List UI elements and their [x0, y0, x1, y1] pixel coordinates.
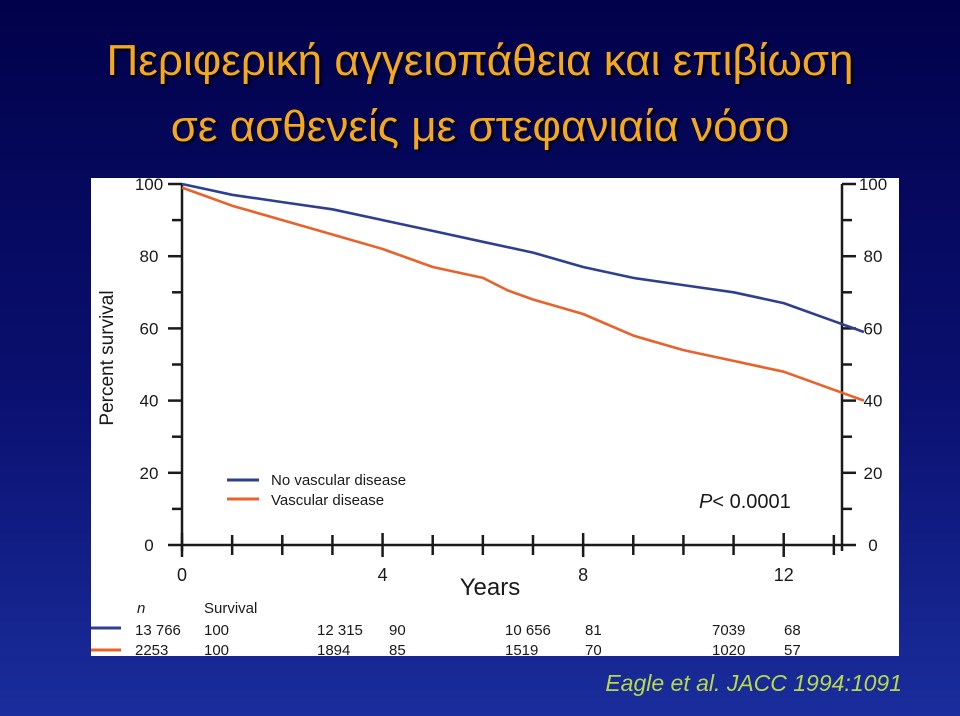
y-tick-label-left: 40	[140, 392, 159, 411]
p-value-annotation: P< 0.0001	[699, 491, 791, 513]
table-cell: 100	[204, 642, 229, 656]
table-row: 13 766 100 12 315 90 10 656 81 7039 68	[135, 622, 801, 639]
x-tick-label: 12	[774, 565, 794, 585]
y-tick-label-right: 40	[864, 392, 883, 411]
x-tick-label: 0	[177, 565, 187, 585]
y-axis-title: Percent survival	[97, 290, 118, 425]
y-tick-label-left: 60	[140, 319, 159, 338]
x-tick-label: 8	[578, 565, 588, 585]
legend-label-vascular: Vascular disease	[271, 492, 384, 509]
table-cell: 100	[204, 622, 229, 639]
series-line-no-vascular	[181, 182, 865, 334]
y-tick-label-right: 20	[864, 464, 883, 483]
table-cell: 12 315	[317, 622, 363, 639]
table-cell: 7039	[712, 622, 745, 639]
y-tick-label-left: 20	[140, 464, 159, 483]
p-value-text: < 0.0001	[712, 491, 790, 513]
survival-chart-panel: 0 0 20 20 40 40 60 60 80 80 100 100 0 4 8 12 Percent su…	[91, 178, 899, 656]
at-risk-table: n Survival 13 766 100 12 315 90 10 656 8…	[91, 600, 801, 656]
table-cell: 13 766	[135, 622, 181, 639]
table-header-survival: Survival	[204, 600, 257, 617]
table-header-n: n	[137, 600, 145, 617]
table-cell: 10 656	[505, 622, 551, 639]
y-tick-label-right: 0	[868, 536, 877, 555]
slide-title-line2: σε ασθενείς με στεφανιαία νόσο	[170, 102, 790, 151]
y-tick-label-left: 100	[135, 178, 163, 194]
slide-title-line1: Περιφερική αγγειοπάθεια και επιβίωση	[106, 36, 854, 85]
table-cell: 1894	[317, 642, 350, 656]
series-line-vascular	[181, 186, 865, 402]
p-value-label: P	[699, 491, 713, 513]
table-row: 2253 100 1894 85 1519 70 1020 57	[135, 642, 801, 656]
y-tick-label-right: 80	[864, 247, 883, 266]
x-axis-title: Years	[460, 574, 521, 601]
x-tick-label: 4	[378, 565, 388, 585]
table-cell: 57	[784, 642, 801, 656]
y-tick-label-left: 80	[140, 247, 159, 266]
legend: No vascular disease Vascular disease	[227, 472, 406, 509]
table-cell: 1020	[712, 642, 745, 656]
table-cell: 70	[585, 642, 602, 656]
legend-label-no-vascular: No vascular disease	[271, 472, 406, 489]
table-cell: 81	[585, 622, 602, 639]
y-tick-label-right: 60	[864, 319, 883, 338]
table-cell: 90	[389, 622, 406, 639]
citation: Eagle et al. JACC 1994:1091	[605, 670, 902, 696]
survival-chart: 0 0 20 20 40 40 60 60 80 80 100 100 0 4 8 12 Percent su…	[91, 178, 887, 656]
table-cell: 68	[784, 622, 801, 639]
y-tick-label-left: 0	[144, 536, 153, 555]
table-cell: 85	[389, 642, 406, 656]
y-tick-label-right: 100	[859, 178, 887, 194]
table-cell: 1519	[505, 642, 538, 656]
table-cell: 2253	[135, 642, 168, 656]
